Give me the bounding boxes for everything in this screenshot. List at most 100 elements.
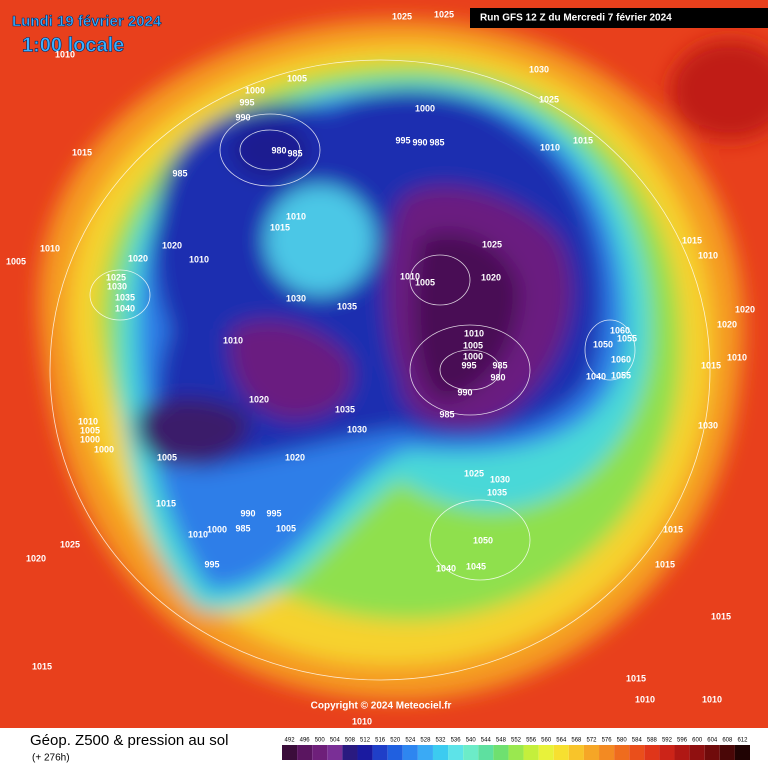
colorbar-swatch: [297, 745, 313, 760]
colorbar-swatch: [734, 745, 750, 760]
colorbar-label: 592: [662, 738, 673, 744]
forecast-date: Lundi 19 février 2024: [12, 13, 162, 30]
colorbar-label: 500: [315, 738, 326, 744]
colorbar-swatch: [402, 745, 418, 760]
pressure-label: 995: [266, 508, 281, 518]
run-info: Run GFS 12 Z du Mercredi 7 février 2024: [480, 13, 672, 24]
pressure-label: 1040: [586, 371, 606, 381]
colorbar-swatch: [357, 745, 373, 760]
pressure-label: 1010: [540, 142, 560, 152]
pressure-label: 1035: [335, 404, 355, 414]
pressure-label: 1025: [434, 9, 454, 19]
pressure-label: 1015: [156, 498, 176, 508]
pressure-label: 1010: [400, 271, 420, 281]
pressure-label: 1005: [415, 277, 435, 287]
forecast-time: 1:00 locale: [22, 34, 124, 56]
colorbar-swatch: [644, 745, 660, 760]
colorbar-swatch: [432, 745, 449, 760]
colorbar-swatch: [417, 745, 433, 760]
pressure-label: 1025: [482, 239, 502, 249]
pressure-label: 1040: [115, 303, 135, 313]
pressure-label: 1015: [682, 235, 702, 245]
pressure-labels: 1025 102510101005103010009959901025100098…: [6, 9, 755, 726]
pressure-label: 995: [395, 135, 410, 145]
colorbar: 492 496 500 504 508 512 516 520 524 528 532 536 540 5…: [282, 738, 750, 760]
pressure-label: 1040: [436, 563, 456, 573]
geopotential-field: [38, 19, 768, 701]
pressure-label: 1015: [711, 611, 731, 621]
pressure-label: 1025: [392, 11, 412, 21]
colorbar-label: 552: [511, 738, 522, 744]
colorbar-swatch: [568, 745, 584, 760]
colorbar-label: 608: [722, 738, 733, 744]
footer: Géop. Z500 & pression au sol (+ 276h) 49…: [0, 728, 768, 768]
colorbar-swatch: [674, 745, 690, 760]
pressure-label: 1015: [573, 135, 593, 145]
pressure-label: 1020: [26, 553, 46, 563]
pressure-label: 1025: [60, 539, 80, 549]
pressure-label: 1035: [337, 301, 357, 311]
pressure-label: 1010: [189, 254, 209, 264]
colorbar-label: 548: [496, 738, 507, 744]
colorbar-label: 492: [285, 738, 296, 744]
colorbar-label: 508: [345, 738, 356, 744]
pressure-label: 1005: [80, 425, 100, 435]
pressure-label: 1020: [162, 240, 182, 250]
colorbar-label: 576: [602, 738, 613, 744]
colorbar-swatch: [659, 745, 675, 760]
map-field: [0, 0, 768, 728]
pressure-label: 1010: [698, 250, 718, 260]
pressure-label: 1010: [464, 328, 484, 338]
pressure-label: 980: [271, 145, 286, 155]
pressure-label: 1015: [701, 360, 721, 370]
pressure-label: 1010: [223, 335, 243, 345]
pressure-label: 1030: [490, 474, 510, 484]
colorbar-swatch: [463, 745, 479, 760]
isobars: [49, 59, 711, 681]
pressure-label: 985: [235, 523, 250, 533]
pressure-label: 1015: [655, 559, 675, 569]
colorbar-label: 568: [571, 738, 582, 744]
colorbar-swatch: [342, 745, 358, 760]
colorbar-label: 580: [617, 738, 628, 744]
colorbar-label: 612: [737, 738, 748, 744]
footer-lead: (+ 276h): [32, 753, 70, 764]
colorbar-label: 532: [436, 738, 447, 744]
pressure-label: 1015: [270, 222, 290, 232]
pressure-label: 1005: [6, 256, 26, 266]
colorbar-label: 572: [586, 738, 597, 744]
pressure-label: 1015: [626, 673, 646, 683]
colorbar-swatch: [523, 745, 539, 760]
pressure-label: 985: [439, 409, 454, 419]
colorbar-label: 584: [632, 738, 643, 744]
pressure-label: 1045: [466, 561, 486, 571]
pressure-label: 1060: [611, 354, 631, 364]
pressure-label: 1050: [473, 535, 493, 545]
pressure-label: 1020: [285, 452, 305, 462]
colorbar-swatch: [599, 745, 615, 760]
pressure-label: 1005: [287, 73, 307, 83]
pressure-label: 990: [457, 387, 472, 397]
pressure-label: 985: [429, 137, 444, 147]
colorbar-swatch: [312, 745, 328, 760]
pressure-label: 1035: [115, 292, 135, 302]
pressure-label: 1030: [529, 64, 549, 74]
pressure-label: 1020: [481, 272, 501, 282]
pressure-label: 995: [239, 97, 254, 107]
colorbar-label: 588: [647, 738, 658, 744]
pressure-label: 980: [490, 372, 505, 382]
colorbar-label: 520: [390, 738, 401, 744]
pressure-label: 990: [240, 508, 255, 518]
colorbar-label: 540: [466, 738, 477, 744]
pressure-label: 1010: [78, 416, 98, 426]
pressure-label: 1055: [617, 333, 637, 343]
pressure-label: 995: [204, 559, 219, 569]
colorbar-swatch: [704, 745, 720, 760]
pressure-label: 1050: [593, 339, 613, 349]
pressure-label: 990: [412, 137, 427, 147]
pressure-label: 1010: [635, 694, 655, 704]
colorbar-swatch: [493, 745, 509, 760]
pressure-label: 1010: [727, 352, 747, 362]
